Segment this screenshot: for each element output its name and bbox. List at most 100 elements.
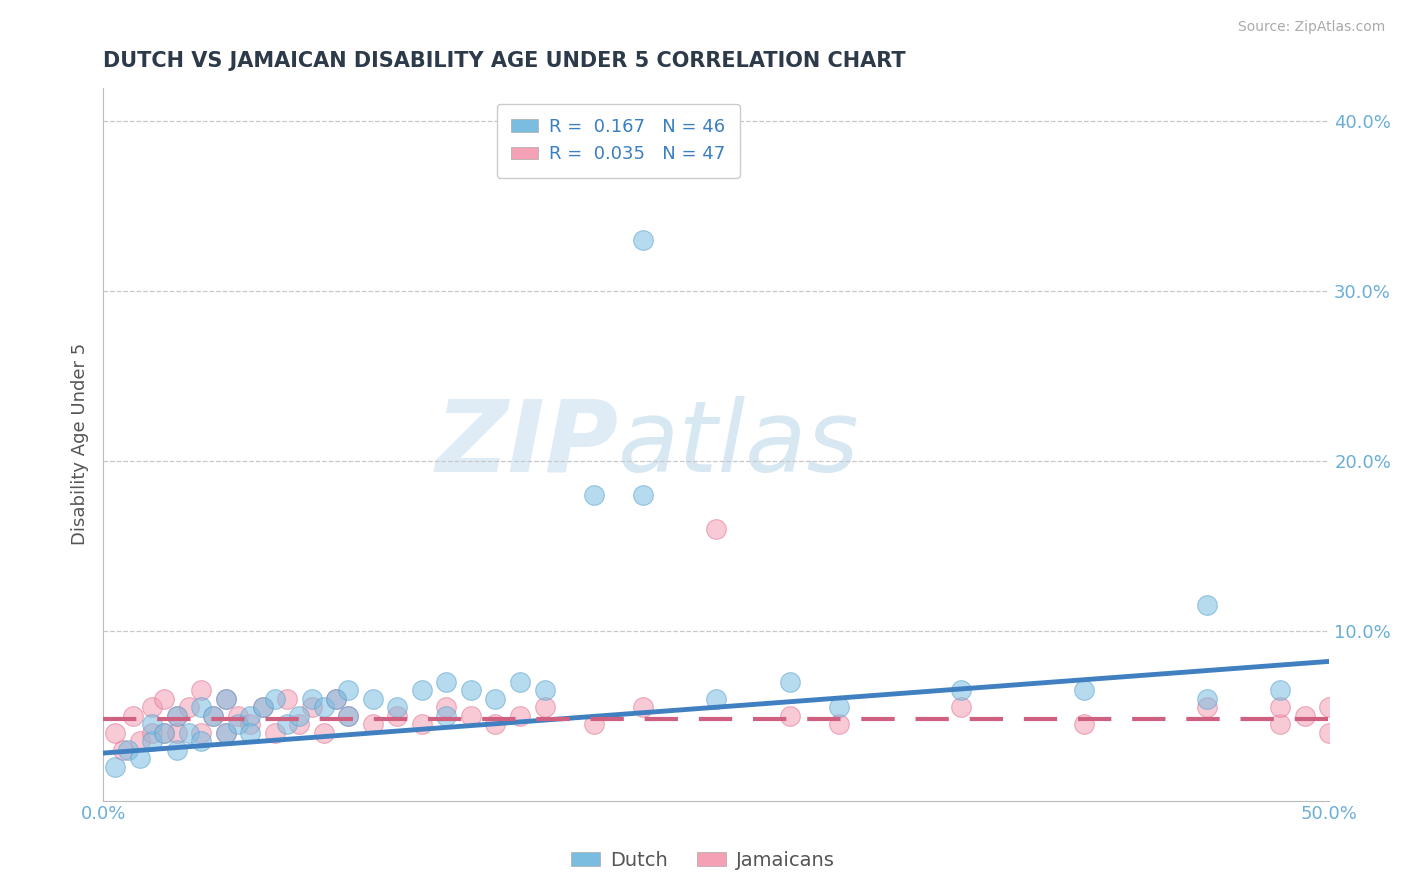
Point xyxy=(828,700,851,714)
Point xyxy=(325,691,347,706)
Point xyxy=(166,725,188,739)
Point xyxy=(239,725,262,739)
Point xyxy=(533,683,555,698)
Point xyxy=(337,683,360,698)
Point xyxy=(141,734,163,748)
Point xyxy=(533,700,555,714)
Point xyxy=(117,742,139,756)
Point xyxy=(631,233,654,247)
Point xyxy=(202,708,225,723)
Point xyxy=(301,700,323,714)
Text: Source: ZipAtlas.com: Source: ZipAtlas.com xyxy=(1237,20,1385,34)
Point xyxy=(252,700,274,714)
Point xyxy=(129,751,152,765)
Point xyxy=(779,708,801,723)
Point xyxy=(387,708,409,723)
Point xyxy=(361,717,384,731)
Point xyxy=(166,742,188,756)
Point xyxy=(1270,683,1292,698)
Point xyxy=(950,700,973,714)
Point xyxy=(1073,717,1095,731)
Point xyxy=(104,725,127,739)
Text: ZIP: ZIP xyxy=(434,395,619,492)
Point xyxy=(263,725,285,739)
Point xyxy=(950,683,973,698)
Legend: R =  0.167   N = 46, R =  0.035   N = 47: R = 0.167 N = 46, R = 0.035 N = 47 xyxy=(496,103,740,178)
Point xyxy=(190,734,212,748)
Point xyxy=(631,488,654,502)
Point xyxy=(1195,691,1218,706)
Point xyxy=(1195,599,1218,613)
Point xyxy=(202,708,225,723)
Point xyxy=(288,708,311,723)
Point xyxy=(436,700,458,714)
Y-axis label: Disability Age Under 5: Disability Age Under 5 xyxy=(72,343,89,545)
Point xyxy=(288,717,311,731)
Point xyxy=(312,700,335,714)
Text: atlas: atlas xyxy=(619,395,859,492)
Point xyxy=(190,683,212,698)
Point xyxy=(215,725,238,739)
Point xyxy=(166,708,188,723)
Point xyxy=(436,708,458,723)
Point xyxy=(226,708,249,723)
Point xyxy=(104,759,127,773)
Point xyxy=(121,708,143,723)
Point xyxy=(436,674,458,689)
Point xyxy=(779,674,801,689)
Point xyxy=(828,717,851,731)
Point xyxy=(111,742,134,756)
Point xyxy=(312,725,335,739)
Legend: Dutch, Jamaicans: Dutch, Jamaicans xyxy=(564,843,842,878)
Point xyxy=(239,708,262,723)
Text: DUTCH VS JAMAICAN DISABILITY AGE UNDER 5 CORRELATION CHART: DUTCH VS JAMAICAN DISABILITY AGE UNDER 5… xyxy=(103,51,905,70)
Point xyxy=(361,691,384,706)
Point xyxy=(509,708,531,723)
Point xyxy=(631,700,654,714)
Point xyxy=(582,488,605,502)
Point xyxy=(484,717,506,731)
Point xyxy=(141,717,163,731)
Point xyxy=(704,522,727,536)
Point xyxy=(1270,700,1292,714)
Point xyxy=(190,725,212,739)
Point xyxy=(226,717,249,731)
Point xyxy=(153,725,176,739)
Point xyxy=(460,708,482,723)
Point xyxy=(1195,700,1218,714)
Point xyxy=(141,700,163,714)
Point xyxy=(276,691,298,706)
Point xyxy=(337,708,360,723)
Point xyxy=(215,691,238,706)
Point xyxy=(411,683,433,698)
Point xyxy=(1294,708,1316,723)
Point xyxy=(325,691,347,706)
Point xyxy=(177,725,200,739)
Point xyxy=(153,725,176,739)
Point xyxy=(704,691,727,706)
Point xyxy=(252,700,274,714)
Point xyxy=(177,700,200,714)
Point xyxy=(1317,725,1340,739)
Point xyxy=(215,725,238,739)
Point xyxy=(153,691,176,706)
Point xyxy=(1270,717,1292,731)
Point xyxy=(141,725,163,739)
Point xyxy=(1073,683,1095,698)
Point xyxy=(129,734,152,748)
Point xyxy=(239,717,262,731)
Point xyxy=(460,683,482,698)
Point xyxy=(582,717,605,731)
Point xyxy=(190,700,212,714)
Point xyxy=(215,691,238,706)
Point xyxy=(276,717,298,731)
Point xyxy=(301,691,323,706)
Point xyxy=(484,691,506,706)
Point xyxy=(166,708,188,723)
Point xyxy=(1317,700,1340,714)
Point xyxy=(263,691,285,706)
Point xyxy=(387,700,409,714)
Point xyxy=(337,708,360,723)
Point xyxy=(509,674,531,689)
Point xyxy=(411,717,433,731)
